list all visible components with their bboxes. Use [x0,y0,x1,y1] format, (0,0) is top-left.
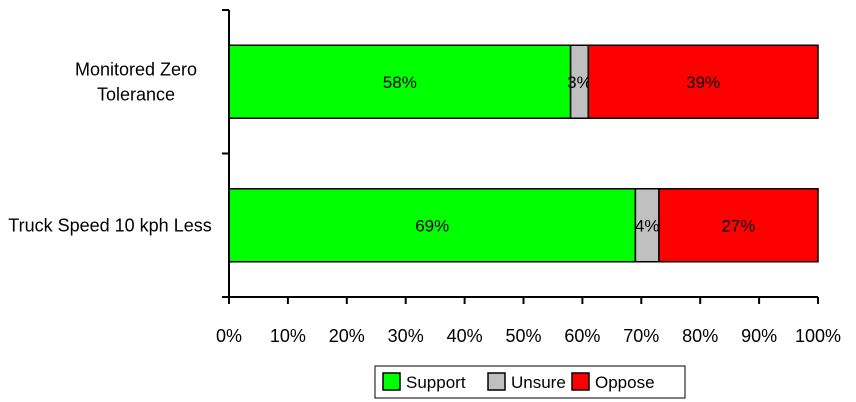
category-label-line: Tolerance [97,84,175,104]
bars-group: 58% 3% 39% 69% 4% 27% [228,44,819,263]
legend-label-unsure: Unsure [511,373,566,392]
x-tick-labels: 0% 10% 20% 30% 40% 50% 60% 70% 80% 90% 100% [216,326,841,346]
x-tick-label: 70% [623,326,659,346]
category-label-1: Truck Speed 10 kph Less [8,215,211,235]
x-tick-label: 50% [505,326,541,346]
data-label-oppose-1: 27% [721,216,755,235]
data-label-unsure-1: 4% [635,216,660,235]
x-tick-label: 60% [564,326,600,346]
legend-swatch-oppose [571,372,590,391]
x-tick-label: 40% [447,326,483,346]
category-labels: Monitored Zero Tolerance Truck Speed 10 kp… [8,59,211,235]
legend: Support Unsure Oppose [374,365,686,399]
x-tick-label: 10% [270,326,306,346]
bar-oppose-0 [587,44,819,119]
legend-label-oppose: Oppose [595,373,655,392]
legend-swatch-unsure [487,372,506,391]
data-label-support-0: 58% [383,73,417,92]
x-tick-label: 90% [741,326,777,346]
legend-box [374,365,686,399]
axes-group [222,9,819,304]
bar-oppose-1 [658,188,819,263]
x-tick-label: 0% [216,326,242,346]
data-label-oppose-0: 39% [686,73,720,92]
bar-support-1 [228,188,637,263]
x-tick-label: 30% [388,326,424,346]
category-label-0: Monitored Zero Tolerance [75,59,197,104]
bar-support-0 [228,44,572,119]
data-label-support-1: 69% [415,216,449,235]
data-label-unsure-0: 3% [567,73,592,92]
category-label-line: Monitored Zero [75,59,197,79]
legend-label-support: Support [406,373,466,392]
x-tick-label: 100% [795,326,841,346]
legend-swatch-support [382,372,401,391]
category-label-line: Truck Speed 10 kph Less [8,215,211,235]
x-tick-label: 20% [329,326,365,346]
x-tick-label: 80% [682,326,718,346]
